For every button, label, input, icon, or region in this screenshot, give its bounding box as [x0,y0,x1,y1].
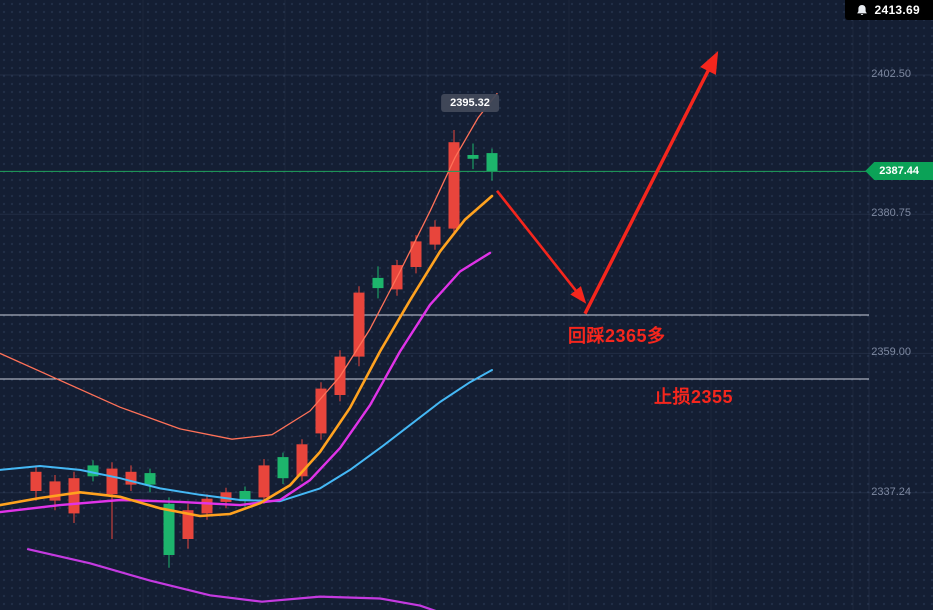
candle-body [30,471,42,491]
candle-body [315,388,327,434]
candle-body [144,473,156,485]
candle-body [125,471,137,485]
candle-body [296,444,308,477]
candle-body [410,241,422,267]
candle-body [353,292,365,357]
candle-body [239,491,251,502]
candle-body [182,510,194,539]
candle-body [220,492,232,502]
band-lower-line [26,548,437,610]
candle-body [49,481,61,501]
candle-body [486,153,498,172]
current-price-tag: 2387.44 [865,162,933,180]
candle-body [277,457,289,479]
trend-arrow [495,189,587,304]
candle-body [429,226,441,245]
candle-body [201,498,213,514]
bell-icon[interactable] [856,4,868,16]
candle-body [163,503,175,555]
current-price-value: 2387.44 [879,165,919,177]
candle-body [372,277,384,289]
candle-body [448,142,460,229]
candle-body [467,155,479,159]
peak-price-tooltip: 2395.32 [441,94,499,112]
candle-body [106,468,118,495]
band-upper-line [0,92,498,440]
candle-body [258,465,270,498]
stoploss-annotation: 止损2355 [654,387,734,407]
candle-body [87,465,99,477]
candle-body [68,478,80,514]
ma-magenta-line [0,251,492,514]
pullback-annotation: 回踩2365多 [568,326,666,346]
alert-price-value: 2413.69 [874,3,920,17]
ma-orange-line [0,194,494,518]
notification-bar[interactable]: 2413.69 [844,0,933,20]
trend-arrow [583,50,719,315]
